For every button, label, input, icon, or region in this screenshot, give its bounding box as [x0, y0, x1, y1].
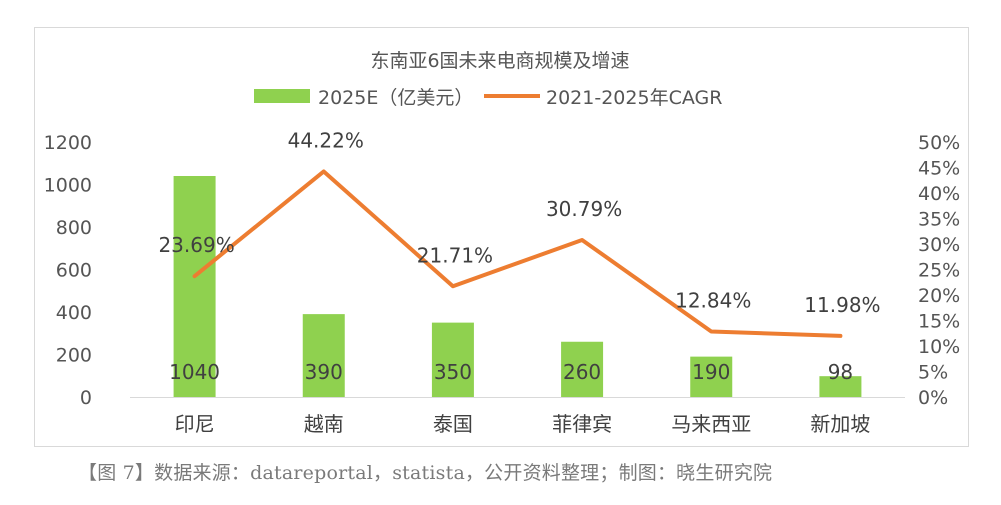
right-axis: 0% 5% 10% 15% 20% 25% 30% 35% 40% 45% 50% [918, 132, 960, 409]
right-axis-tick-label: 10% [918, 336, 960, 358]
cagr-point-label: 30.79% [546, 197, 622, 221]
right-axis-tick-label: 5% [918, 362, 948, 384]
bar-value-label: 350 [434, 360, 472, 384]
right-axis-tick-label: 45% [918, 158, 960, 180]
bar-马来西亚 [690, 356, 733, 397]
left-axis-tick-label: 800 [56, 217, 92, 239]
left-axis-tick-label: 1000 [44, 175, 92, 197]
bar-value-label: 260 [563, 360, 601, 384]
x-axis-category-label: 新加坡 [810, 412, 870, 436]
legend-bar-swatch [254, 89, 310, 103]
source-caption: 【图 7】数据来源：datareportal，statista，公开资料整理；制… [78, 462, 773, 484]
cagr-point-label: 44.22% [288, 128, 364, 152]
chart-title: 东南亚6国未来电商规模及增速 [370, 50, 629, 72]
bar-菲律宾 [561, 341, 604, 397]
x-axis-category-label: 马来西亚 [671, 412, 751, 436]
cagr-line [192, 169, 843, 338]
right-axis-tick-label: 50% [918, 132, 960, 154]
legend-line-label: 2021-2025年CAGR [546, 87, 722, 109]
x-axis-category-label: 印尼 [175, 412, 215, 436]
right-axis-tick-label: 40% [918, 183, 960, 205]
bar-泰国 [431, 322, 474, 397]
bar-印尼 [173, 176, 216, 397]
right-axis-tick-label: 20% [918, 285, 960, 307]
bar-series: 1040 390 350 260 190 98 [169, 176, 862, 397]
left-axis-tick-label: 400 [56, 302, 92, 324]
left-axis-tick-label: 600 [56, 260, 92, 282]
legend-bar-label: 2025E（亿美元） [318, 87, 473, 109]
right-axis-tick-label: 30% [918, 234, 960, 256]
bar-value-label: 1040 [169, 360, 220, 384]
right-axis-tick-label: 25% [918, 260, 960, 282]
x-axis-category-label: 越南 [304, 412, 344, 436]
left-axis-tick-label: 1200 [44, 132, 92, 154]
bar-value-label: 390 [305, 360, 343, 384]
cagr-point-label: 21.71% [417, 243, 493, 267]
bar-新加坡 [819, 376, 862, 397]
legend: 2025E（亿美元） 2021-2025年CAGR [254, 87, 722, 109]
bar-value-label: 190 [692, 360, 730, 384]
left-axis-tick-label: 0 [80, 387, 92, 409]
cagr-point-label: 11.98% [804, 293, 880, 317]
right-axis-tick-label: 15% [918, 311, 960, 333]
cagr-point-label: 23.69% [158, 233, 234, 257]
x-axis-category-label: 菲律宾 [552, 412, 612, 436]
cagr-point-label: 12.84% [675, 289, 751, 313]
left-axis-tick-label: 200 [56, 345, 92, 367]
cagr-line-series: 23.69% 44.22% 21.71% 30.79% 12.84% 11.98% [158, 128, 881, 338]
bar-越南 [302, 314, 345, 397]
right-axis-tick-label: 35% [918, 209, 960, 231]
x-axis-category-label: 泰国 [433, 412, 473, 436]
bar-value-label: 98 [828, 360, 853, 384]
x-axis: 印尼 越南 泰国 菲律宾 马来西亚 新加坡 [130, 397, 905, 436]
left-axis: 0 200 400 600 800 1000 1200 [44, 132, 92, 409]
right-axis-tick-label: 0% [918, 387, 948, 409]
